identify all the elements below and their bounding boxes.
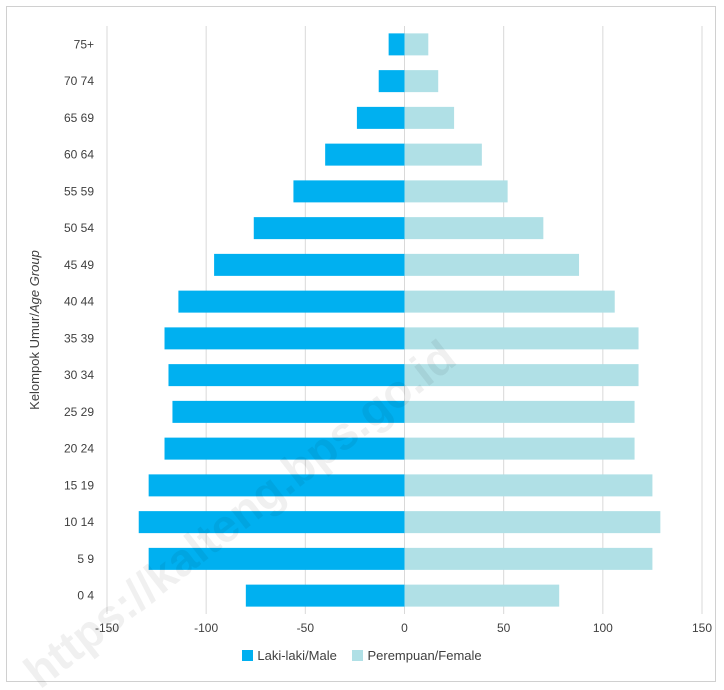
bar-male-3: [148, 474, 405, 497]
bar-male-5: [172, 400, 405, 423]
y-tick-label: 30 34: [64, 368, 94, 382]
y-axis-title: Kelompok Umur/Age Group: [27, 250, 42, 410]
bar-female-9: [404, 253, 580, 276]
x-tick-label: -150: [95, 621, 119, 635]
y-tick-label: 65 69: [64, 111, 94, 125]
bar-female-3: [404, 474, 653, 497]
x-tick-label: 100: [593, 621, 613, 635]
bar-male-0: [245, 584, 405, 607]
y-tick-label: 55 59: [64, 184, 94, 198]
y-tick-label: 25 29: [64, 405, 94, 419]
bar-female-2: [404, 511, 661, 534]
bar-female-6: [404, 364, 639, 387]
bar-male-13: [356, 106, 405, 129]
bar-male-15: [388, 33, 405, 56]
y-tick-label: 75+: [74, 37, 94, 51]
bar-male-7: [164, 327, 405, 350]
y-axis-title-italic: Age Group: [27, 250, 42, 314]
y-tick-label: 15 19: [64, 478, 94, 492]
y-tick-label: 20 24: [64, 442, 94, 456]
bar-male-2: [138, 511, 405, 534]
legend-swatch-female: [352, 650, 364, 661]
legend-label-female: Perempuan/Female: [367, 648, 482, 663]
bar-male-8: [178, 290, 405, 313]
bar-female-12: [404, 143, 482, 166]
bar-female-14: [404, 70, 439, 93]
y-tick-label: 10 14: [64, 515, 94, 529]
y-tick-label: 35 39: [64, 331, 94, 345]
y-tick-label: 45 49: [64, 258, 94, 272]
bar-male-6: [168, 364, 405, 387]
bar-female-5: [404, 400, 635, 423]
bars: [138, 33, 661, 607]
y-tick-label: 70 74: [64, 74, 94, 88]
y-axis-title-main: Kelompok Umur/: [27, 313, 42, 410]
bar-female-4: [404, 437, 635, 460]
x-tick-label: -50: [297, 621, 315, 635]
y-tick-label: 5 9: [77, 552, 94, 566]
bar-female-15: [404, 33, 429, 56]
bar-female-7: [404, 327, 639, 350]
legend-item-male: Laki-laki/Male: [242, 648, 337, 663]
x-tick-labels: -150 -100 -50 0 50 100 150: [95, 621, 712, 635]
x-tick-label: 50: [497, 621, 511, 635]
bar-female-10: [404, 217, 544, 240]
x-tick-label: 0: [401, 621, 408, 635]
bar-male-1: [148, 547, 405, 570]
legend-item-female: Perempuan/Female: [352, 648, 482, 663]
legend-swatch-male: [242, 650, 254, 661]
y-tick-labels: 0 4 5 9 10 14 15 19 20 24 25 29 30 34 35 39 40 4…: [64, 37, 94, 602]
bar-female-1: [404, 547, 653, 570]
bar-female-13: [404, 106, 455, 129]
y-tick-label: 50 54: [64, 221, 94, 235]
y-tick-label: 0 4: [77, 589, 94, 603]
bar-male-9: [214, 253, 405, 276]
bar-female-8: [404, 290, 615, 313]
bar-male-11: [293, 180, 405, 203]
x-tick-label: 150: [692, 621, 712, 635]
bar-male-4: [164, 437, 405, 460]
x-tick-label: -100: [194, 621, 218, 635]
legend-label-male: Laki-laki/Male: [257, 648, 337, 663]
y-tick-label: 60 64: [64, 148, 94, 162]
bar-female-0: [404, 584, 560, 607]
y-tick-label: 40 44: [64, 295, 94, 309]
legend: Laki-laki/Male Perempuan/Female: [0, 648, 724, 664]
bar-male-14: [378, 70, 405, 93]
bar-male-12: [325, 143, 405, 166]
bar-male-10: [253, 217, 405, 240]
bar-female-11: [404, 180, 508, 203]
